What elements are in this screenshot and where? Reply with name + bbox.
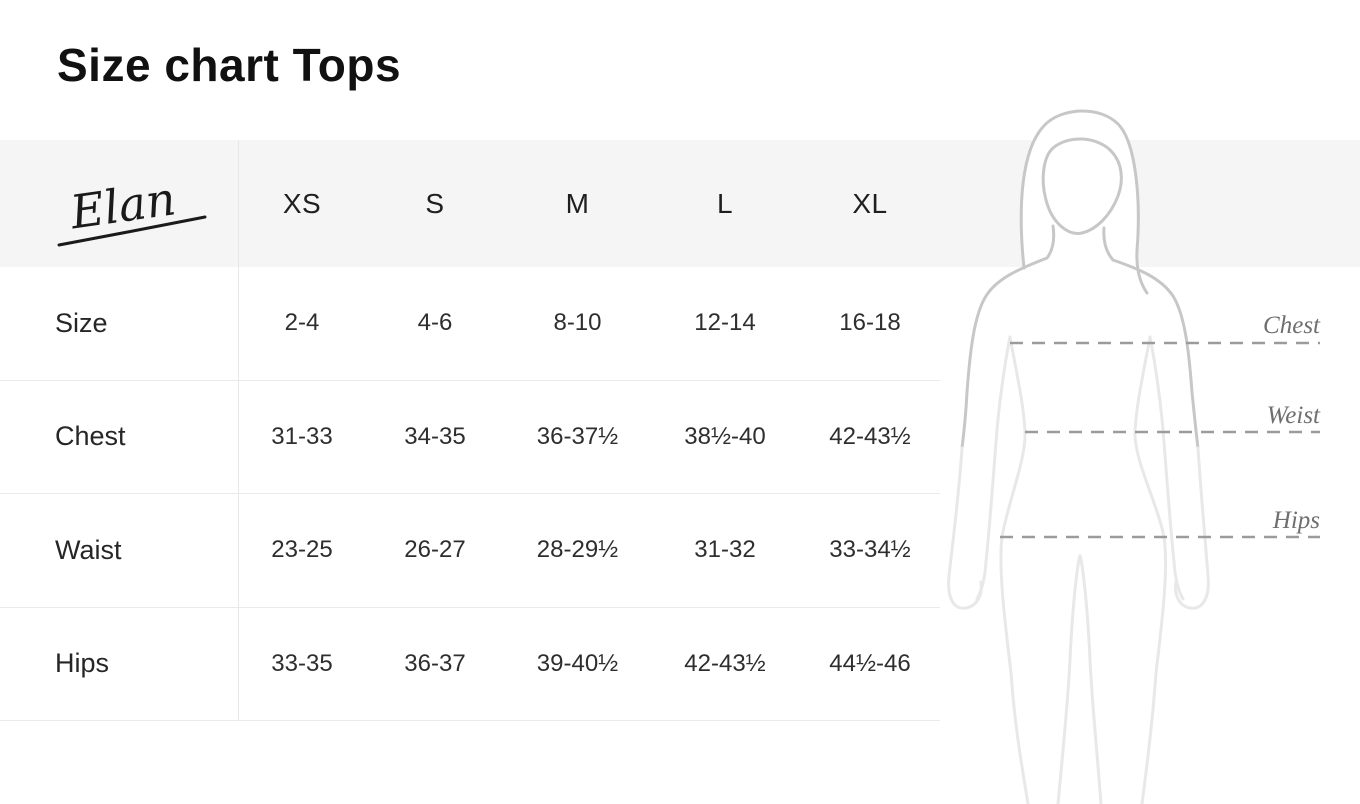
column-header-l: L [716, 187, 734, 219]
row-label-hips: Hips [0, 607, 239, 720]
column-header-xl: XL [852, 187, 888, 219]
table-row-waist: Waist 23-25 26-27 28-29½ 31-32 33-34½ [0, 494, 940, 608]
size-chart-header-row: Elan XS S M L XL [0, 140, 940, 267]
size-xl: 16-18 [839, 309, 901, 337]
hips-xl: 44½-46 [829, 649, 911, 677]
hips-xs: 33-35 [271, 649, 333, 677]
row-label-chest: Chest [0, 380, 239, 493]
figure-right-shoulder-arm [1102, 226, 1200, 450]
chest-xs: 31-33 [271, 422, 333, 450]
body-measurement-figure: Chest Weist Hips [947, 109, 1321, 804]
chest-s: 34-35 [404, 422, 466, 450]
table-row-chest: Chest 31-33 34-35 36-37½ 38½-40 42-43½ [0, 380, 940, 494]
brand-logo-text: Elan [66, 171, 179, 239]
figure-left-shoulder-arm [960, 224, 1056, 450]
table-row-hips: Hips 33-35 36-37 39-40½ 42-43½ 44½-46 [0, 607, 940, 721]
waist-m: 28-29½ [536, 536, 619, 564]
hips-m: 39-40½ [536, 649, 619, 677]
hips-s: 36-37 [404, 649, 466, 677]
size-xs: 2-4 [284, 309, 320, 337]
row-label-waist: Waist [0, 494, 239, 607]
table-row-size: Size 2-4 4-6 8-10 12-14 16-18 [0, 267, 940, 381]
column-header-m: M [565, 187, 590, 219]
waist-s: 26-27 [404, 536, 466, 564]
figure-left-torso-leg [999, 335, 1030, 804]
figure-right-torso-leg [1133, 335, 1168, 804]
row-label-size: Size [0, 267, 239, 380]
size-m: 8-10 [553, 309, 602, 337]
chest-measure-label: Chest [1263, 312, 1321, 339]
figure-right-inner-arm [1148, 335, 1185, 601]
size-s: 4-6 [417, 309, 453, 337]
chest-m: 36-37½ [536, 422, 619, 450]
brand-logo-underline [57, 215, 207, 246]
figure-right-hand [1174, 446, 1210, 610]
page-title: Size chart Tops [57, 39, 402, 91]
figure-hair-outline [1019, 109, 1149, 295]
waist-l: 31-32 [694, 536, 756, 564]
hips-measure-label: Hips [1272, 507, 1320, 534]
chest-l: 38½-40 [684, 422, 766, 450]
figure-left-inner-arm [975, 335, 1012, 601]
figure-inner-legs [1056, 554, 1103, 804]
hips-l: 42-43½ [684, 649, 766, 677]
waist-xl: 33-34½ [829, 536, 911, 564]
figure-left-hand [947, 446, 983, 610]
size-l: 12-14 [694, 309, 756, 337]
waist-measure-label: Weist [1267, 402, 1321, 429]
figure-face-outline [1041, 137, 1123, 235]
waist-xs: 23-25 [271, 536, 333, 564]
brand-logo-cell: Elan [0, 140, 239, 267]
column-header-xs: XS [282, 187, 322, 219]
brand-logo: Elan [57, 171, 207, 246]
chest-xl: 42-43½ [829, 422, 911, 450]
size-chart-table: Elan XS S M L XL Size 2-4 4-6 8-10 12-14… [0, 140, 940, 721]
column-header-s: S [425, 187, 445, 219]
